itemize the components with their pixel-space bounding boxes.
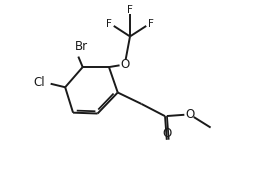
Text: O: O — [120, 58, 129, 71]
Text: F: F — [148, 19, 154, 29]
Text: F: F — [127, 5, 133, 15]
Text: Cl: Cl — [33, 76, 45, 89]
Text: O: O — [162, 127, 171, 140]
Text: F: F — [106, 19, 112, 29]
Text: Br: Br — [75, 40, 88, 53]
Text: O: O — [185, 108, 194, 121]
